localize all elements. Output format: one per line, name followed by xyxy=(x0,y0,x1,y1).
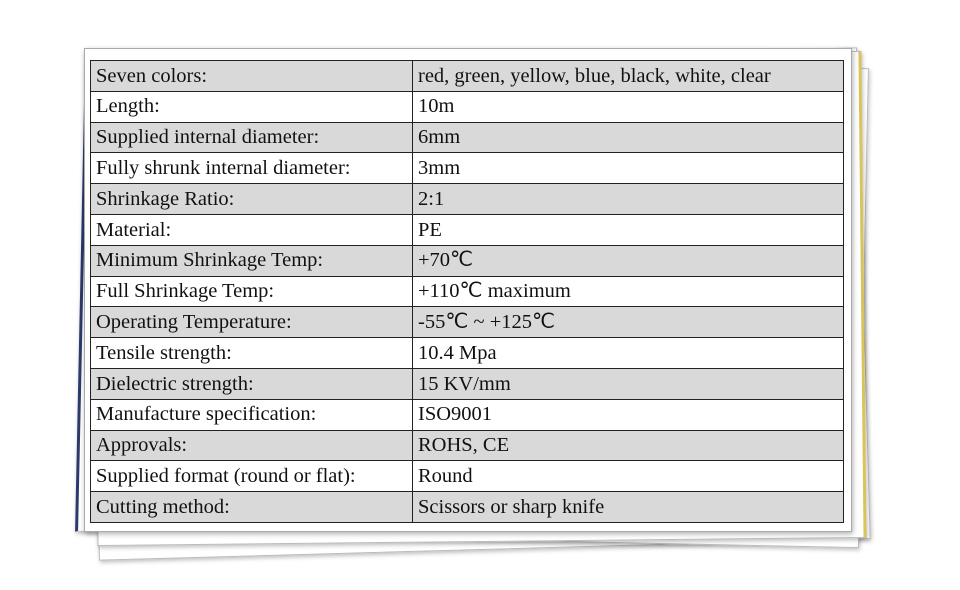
spec-row: Minimum Shrinkage Temp: +70℃ xyxy=(90,244,844,277)
spec-card: Seven colors: red, green, yellow, blue, b… xyxy=(84,48,852,532)
spec-value: PE xyxy=(412,213,844,246)
spec-value: -55℃ ~ +125℃ xyxy=(412,306,844,339)
spec-label: Cutting method: xyxy=(90,491,413,523)
spec-value: 6mm xyxy=(412,121,844,154)
spec-row: Full Shrinkage Temp: +110℃ maximum xyxy=(90,275,844,308)
spec-row: Dielectric strength: 15 KV/mm xyxy=(90,367,844,400)
spec-value: 15 KV/mm xyxy=(412,367,844,400)
spec-label: Seven colors: xyxy=(90,60,413,92)
spec-row: Material: PE xyxy=(90,213,844,246)
spec-label: Dielectric strength: xyxy=(90,367,413,400)
spec-value: 10.4 Mpa xyxy=(412,337,844,369)
spec-label: Minimum Shrinkage Temp: xyxy=(90,244,413,277)
spec-value: +70℃ xyxy=(412,244,844,277)
spec-value: 3mm xyxy=(412,152,844,185)
spec-row: Manufacture specification: ISO9001 xyxy=(90,398,844,431)
spec-row: Seven colors: red, green, yellow, blue, b… xyxy=(90,60,844,92)
spec-label: Manufacture specification: xyxy=(90,398,413,431)
spec-row: Shrinkage Ratio: 2:1 xyxy=(90,183,844,215)
spec-value: +110℃ maximum xyxy=(412,275,844,308)
spec-table: Seven colors: red, green, yellow, blue, b… xyxy=(90,60,844,523)
spec-value: ROHS, CE xyxy=(412,429,844,462)
spec-value: Round xyxy=(412,460,844,493)
spec-value: red, green, yellow, blue, black, white, … xyxy=(412,60,844,92)
spec-label: Length: xyxy=(90,90,413,123)
spec-row: Tensile strength: 10.4 Mpa xyxy=(90,337,844,369)
spec-row: Supplied internal diameter: 6mm xyxy=(90,121,844,154)
spec-value: ISO9001 xyxy=(412,398,844,431)
spec-label: Tensile strength: xyxy=(90,337,413,369)
spec-label: Supplied internal diameter: xyxy=(90,121,413,154)
spec-row: Length: 10m xyxy=(90,90,844,123)
spec-row: Operating Temperature: -55℃ ~ +125℃ xyxy=(90,306,844,339)
spec-row: Cutting method: Scissors or sharp knife xyxy=(90,491,844,523)
spec-row: Supplied format (round or flat): Round xyxy=(90,460,844,493)
spec-value: 10m xyxy=(412,90,844,123)
spec-value: Scissors or sharp knife xyxy=(412,491,844,523)
spec-value: 2:1 xyxy=(412,183,844,215)
spec-row: Fully shrunk internal diameter: 3mm xyxy=(90,152,844,185)
spec-label: Material: xyxy=(90,213,413,246)
spec-label: Full Shrinkage Temp: xyxy=(90,275,413,308)
spec-label: Approvals: xyxy=(90,429,413,462)
spec-label: Operating Temperature: xyxy=(90,306,413,339)
spec-label: Supplied format (round or flat): xyxy=(90,460,413,493)
spec-label: Shrinkage Ratio: xyxy=(90,183,413,215)
spec-row: Approvals: ROHS, CE xyxy=(90,429,844,462)
spec-label: Fully shrunk internal diameter: xyxy=(90,152,413,185)
